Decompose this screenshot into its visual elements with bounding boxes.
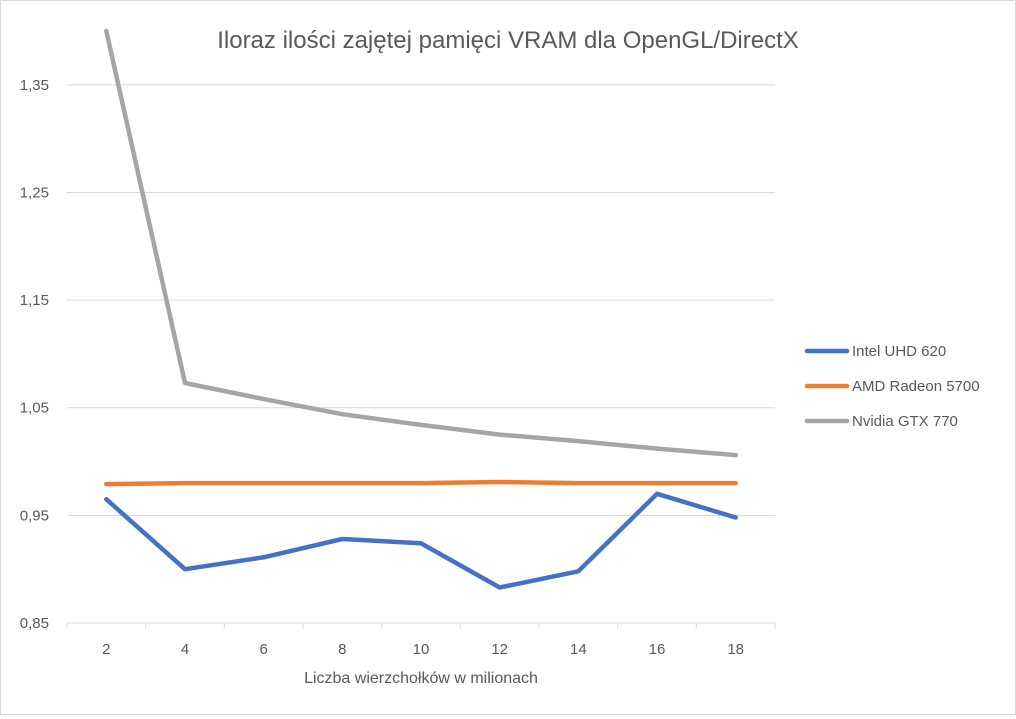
x-tick-label: 18	[727, 641, 744, 658]
x-axis-tick-labels: 2 4 6 8 10 12 14 16 18	[102, 641, 744, 658]
series-lines	[104, 28, 738, 590]
axes	[66, 622, 776, 629]
y-tick-label: 1,05	[20, 400, 49, 417]
series-line-intel-uhd-620	[104, 491, 738, 590]
x-tick-label: 16	[649, 641, 666, 658]
legend: Intel UHD 620 AMD Radeon 5700 Nvidia GTX 7…	[804, 343, 980, 430]
x-tick-label: 10	[413, 641, 430, 658]
x-tick-label: 12	[491, 641, 508, 658]
y-tick-label: 1,15	[20, 292, 49, 309]
x-tick-label: 14	[570, 641, 587, 658]
legend-label: Nvidia GTX 770	[852, 413, 958, 430]
x-tick-label: 4	[181, 641, 189, 658]
x-tick-label: 6	[259, 641, 267, 658]
x-tick-label: 2	[102, 641, 110, 658]
y-tick-label: 0,95	[20, 507, 49, 524]
y-tick-label: 1,25	[20, 184, 49, 201]
legend-label: AMD Radeon 5700	[852, 378, 980, 395]
y-tick-label: 1,35	[20, 77, 49, 94]
gridlines	[67, 84, 775, 516]
series-line-amd-radeon-5700	[104, 479, 738, 487]
legend-label: Intel UHD 620	[852, 343, 946, 360]
x-tick-label: 8	[338, 641, 346, 658]
series-line-nvidia-gtx-770	[104, 28, 738, 458]
x-axis-title: Liczba wierzchołków w milionach	[304, 670, 538, 687]
y-axis-tick-labels: 0,85 0,95 1,05 1,15 1,25 1,35	[20, 77, 49, 632]
chart-title: Iloraz ilości zajętej pamięci VRAM dla O…	[217, 27, 799, 54]
y-tick-label: 0,85	[20, 615, 49, 632]
